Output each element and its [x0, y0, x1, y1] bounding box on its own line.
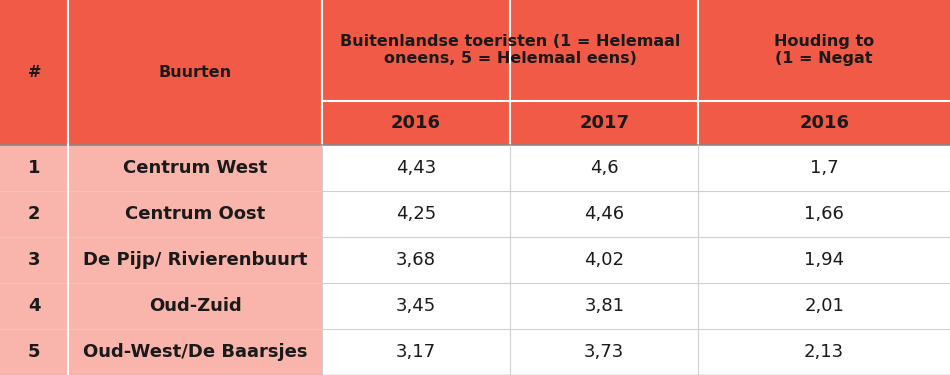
Text: Oud-Zuid: Oud-Zuid [149, 297, 241, 315]
Text: De Pijp/ Rivierenbuurt: De Pijp/ Rivierenbuurt [83, 251, 308, 269]
Text: 5: 5 [28, 343, 41, 361]
Text: Buitenlandse toeristen (1 = Helemaal
oneens, 5 = Helemaal eens): Buitenlandse toeristen (1 = Helemaal one… [340, 34, 680, 66]
Text: Oud-West/De Baarsjes: Oud-West/De Baarsjes [83, 343, 308, 361]
Text: Centrum Oost: Centrum Oost [125, 205, 265, 223]
Text: #: # [28, 65, 41, 80]
Text: 3,45: 3,45 [396, 297, 436, 315]
Text: Buurten: Buurten [159, 65, 232, 80]
Bar [510, 283, 698, 329]
Bar [698, 145, 950, 191]
Bar [698, 237, 950, 283]
Bar [698, 100, 950, 145]
Bar [68, 329, 322, 375]
Bar [0, 329, 68, 375]
Text: 1,66: 1,66 [805, 205, 844, 223]
Bar [68, 145, 322, 191]
Text: 1,7: 1,7 [809, 159, 839, 177]
Text: Houding to
(1 = Negat: Houding to (1 = Negat [774, 34, 874, 66]
Text: 4,25: 4,25 [396, 205, 436, 223]
Bar [0, 191, 68, 237]
Text: 4: 4 [28, 297, 41, 315]
Bar [510, 145, 698, 191]
Text: 2016: 2016 [391, 114, 441, 132]
Bar [68, 237, 322, 283]
Text: 4,46: 4,46 [584, 205, 624, 223]
Bar [322, 237, 510, 283]
Text: 3,17: 3,17 [396, 343, 436, 361]
Text: 4,6: 4,6 [590, 159, 618, 177]
Bar [510, 237, 698, 283]
Bar [698, 329, 950, 375]
Text: 2: 2 [28, 205, 41, 223]
Text: 2016: 2016 [799, 114, 849, 132]
Bar [322, 283, 510, 329]
Bar [322, 329, 510, 375]
Bar [698, 283, 950, 329]
Bar [68, 283, 322, 329]
Text: 1,94: 1,94 [804, 251, 845, 269]
Text: 4,43: 4,43 [396, 159, 436, 177]
Bar [0, 145, 68, 191]
Bar [68, 0, 322, 145]
Text: 4,02: 4,02 [584, 251, 624, 269]
Text: 3,81: 3,81 [584, 297, 624, 315]
Text: 2,01: 2,01 [805, 297, 844, 315]
Bar [510, 191, 698, 237]
Text: 2017: 2017 [580, 114, 629, 132]
Bar [0, 0, 68, 145]
Bar [322, 100, 510, 145]
Bar [322, 145, 510, 191]
Bar [698, 191, 950, 237]
Text: Centrum West: Centrum West [124, 159, 267, 177]
Text: 2,13: 2,13 [804, 343, 845, 361]
Bar [322, 0, 698, 100]
Bar [510, 100, 698, 145]
Bar [322, 191, 510, 237]
Text: 3,73: 3,73 [584, 343, 624, 361]
Bar [698, 0, 950, 100]
Text: 3,68: 3,68 [396, 251, 436, 269]
Bar [0, 237, 68, 283]
Bar [510, 329, 698, 375]
Text: 3: 3 [28, 251, 41, 269]
Bar [0, 283, 68, 329]
Bar [68, 191, 322, 237]
Text: 1: 1 [28, 159, 41, 177]
